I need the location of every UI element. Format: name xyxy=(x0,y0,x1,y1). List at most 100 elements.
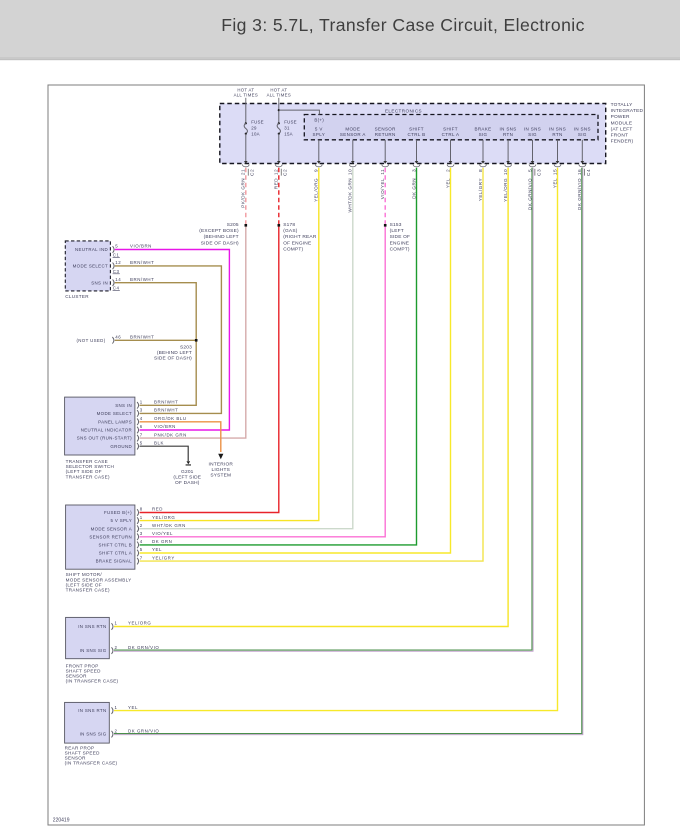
svg-text:11: 11 xyxy=(380,169,386,175)
svg-text:MODE SELECT: MODE SELECT xyxy=(73,264,108,269)
svg-text:FRONT PROP: FRONT PROP xyxy=(66,663,99,668)
svg-text:(RIGHT REAR: (RIGHT REAR xyxy=(283,234,317,240)
svg-text:LIGHTS: LIGHTS xyxy=(212,467,231,473)
svg-text:(LEFT SIDE: (LEFT SIDE xyxy=(173,475,201,481)
svg-text:C4: C4 xyxy=(113,286,120,291)
svg-text:BRN/WHT: BRN/WHT xyxy=(130,277,154,282)
svg-text:RETURN: RETURN xyxy=(375,132,396,137)
svg-text:SENSOR: SENSOR xyxy=(66,674,88,679)
svg-text:PK/DK GRN: PK/DK GRN xyxy=(241,178,246,208)
svg-text:SENSOR: SENSOR xyxy=(375,127,397,132)
svg-text:VIO/YEL: VIO/YEL xyxy=(152,531,173,536)
svg-text:GROUND: GROUND xyxy=(110,444,132,449)
svg-text:SENSOR RETURN: SENSOR RETURN xyxy=(89,534,132,539)
svg-text:IN SNS: IN SNS xyxy=(500,127,517,132)
svg-text:SHIFT MOTOR/: SHIFT MOTOR/ xyxy=(66,572,103,577)
svg-text:SPLY: SPLY xyxy=(313,132,326,137)
svg-text:1: 1 xyxy=(140,400,143,405)
svg-text:(BEHIND LEFT: (BEHIND LEFT xyxy=(157,350,192,356)
svg-text:SHIFT CTRL A: SHIFT CTRL A xyxy=(99,551,132,556)
svg-text:VIO/BRN: VIO/BRN xyxy=(130,244,152,249)
svg-text:10: 10 xyxy=(503,169,509,175)
svg-text:SENSOR A: SENSOR A xyxy=(340,132,366,137)
svg-text:SNS IN: SNS IN xyxy=(115,403,132,408)
svg-text:2: 2 xyxy=(140,523,143,528)
svg-text:SYSTEM: SYSTEM xyxy=(210,473,231,479)
svg-text:SHAFT SPEED: SHAFT SPEED xyxy=(66,669,102,674)
svg-text:SELECTOR SWITCH: SELECTOR SWITCH xyxy=(66,464,115,469)
svg-text:Fig 3: 5.7L, Transfer Case Cir: Fig 3: 5.7L, Transfer Case Circuit, Elec… xyxy=(221,15,585,35)
svg-text:ELECTRONICS: ELECTRONICS xyxy=(385,108,422,113)
svg-text:INTERIOR: INTERIOR xyxy=(209,462,234,468)
svg-text:(EXCEPT BOSE): (EXCEPT BOSE) xyxy=(199,228,239,234)
svg-text:21: 21 xyxy=(241,169,247,175)
svg-text:TRANSFER CASE): TRANSFER CASE) xyxy=(66,588,110,593)
svg-text:15: 15 xyxy=(552,169,558,175)
svg-text:7: 7 xyxy=(140,555,143,560)
svg-text:IN SNS: IN SNS xyxy=(574,127,591,132)
svg-text:8: 8 xyxy=(140,507,143,512)
svg-text:SHIFT CTRL B: SHIFT CTRL B xyxy=(99,543,132,548)
svg-text:DK GRN/VIO: DK GRN/VIO xyxy=(577,178,582,210)
svg-text:RED: RED xyxy=(274,178,279,189)
svg-text:FUSE: FUSE xyxy=(251,120,264,125)
svg-text:SIG: SIG xyxy=(528,132,537,137)
svg-text:SHIFT: SHIFT xyxy=(409,127,424,132)
svg-text:31: 31 xyxy=(284,126,290,131)
svg-text:1: 1 xyxy=(140,515,143,520)
svg-text:(IN TRANSFER CASE): (IN TRANSFER CASE) xyxy=(66,679,119,684)
svg-text:PNK/DK GRN: PNK/DK GRN xyxy=(154,432,187,437)
svg-text:BLK: BLK xyxy=(154,440,164,445)
svg-text:15A: 15A xyxy=(284,132,292,137)
svg-text:SHIFT: SHIFT xyxy=(443,127,458,132)
svg-text:BRN/WHT: BRN/WHT xyxy=(130,260,154,265)
svg-text:5 V: 5 V xyxy=(315,127,323,132)
svg-text:BRN/WHT: BRN/WHT xyxy=(130,334,154,339)
svg-text:C2: C2 xyxy=(283,169,289,176)
svg-text:OF DASH): OF DASH) xyxy=(175,480,200,486)
svg-text:HOT AT: HOT AT xyxy=(237,88,254,93)
svg-text:DK GRN/VIO: DK GRN/VIO xyxy=(128,645,159,650)
svg-text:S178: S178 xyxy=(283,222,295,228)
svg-text:SIG: SIG xyxy=(578,132,587,137)
svg-text:SNS IN: SNS IN xyxy=(91,280,108,285)
svg-text:1: 1 xyxy=(115,621,118,626)
svg-text:VIO/YEL: VIO/YEL xyxy=(380,178,385,199)
svg-text:FUSE: FUSE xyxy=(284,120,297,125)
svg-text:MODULE: MODULE xyxy=(611,120,633,126)
svg-text:INTEGRATED: INTEGRATED xyxy=(611,108,644,114)
svg-text:3: 3 xyxy=(411,169,417,172)
svg-text:MODE SELECT: MODE SELECT xyxy=(97,411,132,416)
svg-text:7: 7 xyxy=(140,432,143,437)
svg-text:S153: S153 xyxy=(390,222,402,228)
svg-text:MODE: MODE xyxy=(345,127,360,132)
svg-text:DK GRN: DK GRN xyxy=(411,178,416,199)
svg-text:C3: C3 xyxy=(536,169,542,176)
svg-text:2: 2 xyxy=(115,645,118,650)
svg-text:RTN: RTN xyxy=(552,132,562,137)
svg-text:220419: 220419 xyxy=(53,818,70,824)
svg-text:CLUSTER: CLUSTER xyxy=(65,294,89,299)
svg-text:C1: C1 xyxy=(113,253,120,258)
svg-text:5: 5 xyxy=(115,244,118,249)
svg-text:BRAKE SIGNAL: BRAKE SIGNAL xyxy=(96,559,133,564)
svg-text:(LEFT SIDE OF: (LEFT SIDE OF xyxy=(66,469,102,474)
svg-text:TRANSFER CASE: TRANSFER CASE xyxy=(66,459,108,464)
svg-text:ALL TIMES: ALL TIMES xyxy=(267,93,291,98)
svg-text:YEL/GRY: YEL/GRY xyxy=(152,555,175,560)
svg-text:10A: 10A xyxy=(251,132,259,137)
svg-text:DK GRN/VIO: DK GRN/VIO xyxy=(527,178,532,210)
svg-text:NEUTRAL IND: NEUTRAL IND xyxy=(75,247,108,252)
svg-text:MODE SENSOR A: MODE SENSOR A xyxy=(91,526,132,531)
svg-text:C4: C4 xyxy=(586,169,592,176)
svg-text:SIDE OF DASH): SIDE OF DASH) xyxy=(201,240,239,246)
svg-text:IN SNS: IN SNS xyxy=(524,127,541,132)
svg-text:(NOT USED): (NOT USED) xyxy=(76,338,105,343)
svg-text:YEL: YEL xyxy=(445,178,450,188)
svg-text:IN SNS RTN: IN SNS RTN xyxy=(78,624,106,629)
svg-text:12: 12 xyxy=(115,260,121,265)
svg-text:IN SNS SIG: IN SNS SIG xyxy=(80,732,107,737)
svg-text:5: 5 xyxy=(140,440,143,445)
svg-text:10: 10 xyxy=(348,169,354,175)
svg-text:CTRL A: CTRL A xyxy=(442,132,460,137)
